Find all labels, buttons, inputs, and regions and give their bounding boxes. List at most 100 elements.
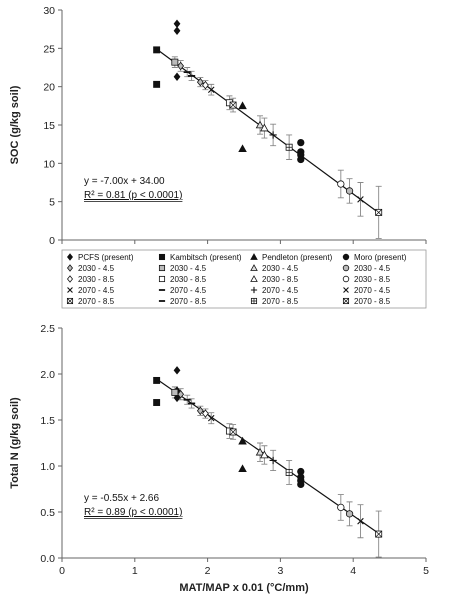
triangle-marker [255, 447, 265, 456]
square-marker [153, 399, 161, 406]
legend-frame [61, 249, 427, 309]
plus-square-marker [285, 468, 293, 476]
legend-circle-marker [342, 264, 350, 272]
legend-plus-square-marker [250, 297, 258, 305]
legend-label: 2030 - 4.5 [170, 264, 207, 273]
x-tick-label: 3 [277, 565, 283, 577]
diamond-marker [173, 19, 181, 29]
circle-marker [345, 187, 354, 195]
y-tick-label: 0.0 [40, 553, 55, 565]
diamond-marker [173, 393, 181, 403]
triangle-marker [238, 101, 247, 110]
circle-marker [297, 155, 305, 164]
legend-label: 2070 - 8.5 [78, 297, 115, 306]
y-axis-label: Total N (g/kg soil) [9, 397, 21, 489]
x-square-marker [375, 208, 383, 216]
square-marker [171, 388, 179, 396]
plus-marker [269, 131, 277, 139]
legend-circle-marker [342, 253, 350, 261]
triangle-marker [238, 436, 247, 445]
circle-marker [337, 503, 345, 512]
circle-marker [297, 480, 305, 489]
triangle-marker [238, 144, 247, 153]
legend-diamond-marker [67, 275, 73, 283]
legend-label: 2030 - 8.5 [170, 275, 207, 284]
triangle-marker [260, 450, 269, 459]
legend-square-marker [158, 275, 166, 283]
legend-label: 2030 - 4.5 [262, 264, 299, 273]
legend-diamond-marker [67, 264, 73, 272]
triangle-marker [260, 123, 269, 132]
legend-x-marker [67, 287, 73, 293]
legend-triangle-marker [250, 253, 258, 260]
y-tick-label: 5 [49, 197, 55, 209]
y-tick-label: 2.5 [40, 323, 55, 335]
square-marker [153, 376, 161, 384]
diamond-marker [177, 389, 185, 399]
diamond-marker [202, 80, 209, 90]
y-tick-label: 1.5 [40, 415, 55, 427]
x-square-marker [229, 101, 237, 109]
r-squared-label: R² = 0.81 (p < 0.0001) [84, 190, 182, 201]
legend-label: Kambitsch (present) [170, 253, 242, 262]
legend-label: 2070 - 8.5 [170, 297, 207, 306]
legend: PCFS (present) Kambitsch (present) Pendlet… [61, 249, 427, 309]
y-tick-label: 2.0 [40, 369, 55, 381]
x-marker [207, 414, 215, 422]
legend-triangle-marker [250, 275, 258, 282]
r-squared-label: R² = 0.89 (p < 0.0001) [84, 507, 182, 518]
triangle-marker [255, 120, 265, 129]
total-n-panel: 0.0 0.5 1.0 1.5 2.0 2.5 0 1 2 3 4 5 Total N (g/kg so… [9, 323, 429, 594]
diamond-marker [173, 72, 181, 81]
x-tick-label: 0 [59, 565, 65, 577]
legend-square-marker [158, 253, 166, 261]
x-tick-label: 1 [132, 565, 138, 577]
legend-square-marker [158, 264, 166, 272]
circle-marker [345, 510, 354, 518]
plus-square-marker [285, 143, 293, 151]
x-tick-label: 2 [205, 565, 211, 577]
x-tick-label: 5 [423, 565, 429, 577]
y-tick-label: 1.0 [40, 461, 55, 473]
legend-label: 2070 - 4.5 [262, 286, 299, 295]
legend-label: 2030 - 4.5 [354, 264, 391, 273]
x-marker [357, 196, 364, 203]
x-marker [357, 517, 364, 525]
x-square-marker [375, 530, 383, 538]
regression-equation: y = -7.00x + 34.00 [84, 176, 165, 187]
y-axis-label: SOC (g/kg soil) [9, 85, 21, 164]
y-tick-label: 25 [43, 43, 55, 55]
x-marker [207, 86, 215, 94]
legend-label: 2070 - 4.5 [354, 286, 391, 295]
legend-label: 2030 - 4.5 [78, 264, 115, 273]
legend-label: 2070 - 8.5 [262, 297, 299, 306]
legend-label: 2070 - 8.5 [354, 297, 391, 306]
x-axis-label: MAT/MAP x 0.01 (°C/mm) [179, 582, 309, 594]
legend-label: PCFS (present) [78, 253, 134, 262]
legend-plus-marker [250, 286, 258, 294]
legend-x-square-marker [66, 297, 74, 305]
y-tick-label: 20 [43, 82, 55, 94]
square-marker [153, 46, 161, 54]
y-tick-label: 30 [43, 5, 55, 17]
x-tick-label: 4 [350, 565, 356, 577]
legend-circle-marker [342, 275, 350, 283]
legend-label: Moro (present) [354, 253, 407, 262]
diamond-marker [177, 61, 185, 71]
diamond-marker [173, 26, 181, 35]
legend-label: 2070 - 4.5 [78, 286, 115, 295]
plus-marker [269, 456, 277, 465]
diamond-marker [173, 366, 181, 375]
soc-panel: 0 5 10 15 20 25 30 SOC (g/kg soil) y = -7.00x + … [9, 5, 427, 247]
x-square-marker [229, 428, 237, 436]
regression-line [156, 378, 380, 534]
square-marker [153, 80, 161, 88]
square-marker [171, 58, 179, 66]
legend-label: 2030 - 8.5 [262, 275, 299, 284]
legend-label: 2070 - 4.5 [170, 286, 207, 295]
diamond-marker [202, 409, 209, 418]
legend-diamond-marker [67, 253, 73, 261]
y-tick-label: 0.5 [40, 507, 55, 519]
circle-marker [337, 180, 345, 188]
